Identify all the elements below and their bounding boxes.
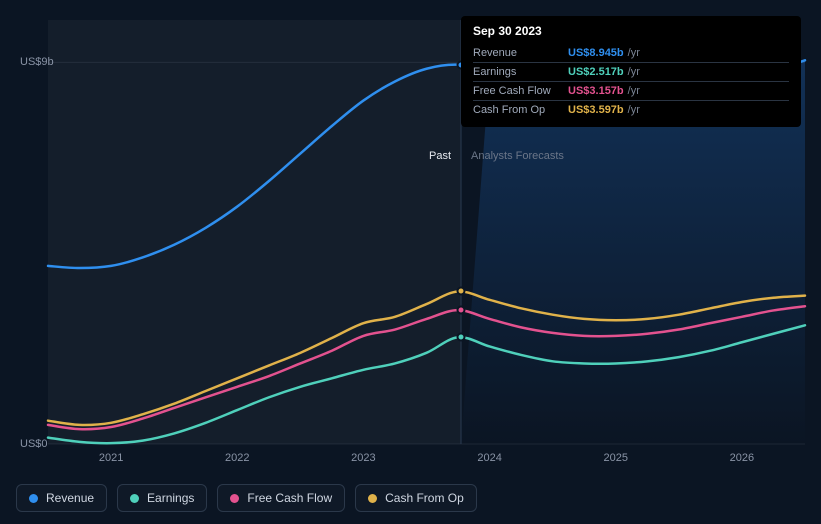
legend-dot-icon — [368, 494, 377, 503]
tooltip-row-value: US$8.945b — [568, 47, 624, 59]
x-axis-label: 2022 — [225, 452, 249, 464]
tooltip-row-value: US$3.597b — [568, 104, 624, 116]
past-label: Past — [429, 150, 451, 162]
x-axis-label: 2026 — [730, 452, 754, 464]
x-axis-label: 2021 — [99, 452, 123, 464]
tooltip-row-value: US$3.157b — [568, 85, 624, 97]
chart-marker — [457, 306, 466, 315]
financials-chart[interactable]: US$0US$9b 202120222023202420252026 Past … — [0, 0, 821, 524]
tooltip-row-label: Free Cash Flow — [473, 85, 568, 97]
tooltip-row-label: Cash From Op — [473, 104, 568, 116]
tooltip-date: Sep 30 2023 — [473, 24, 789, 38]
tooltip-row: RevenueUS$8.945b/yr — [473, 44, 789, 62]
tooltip-row-label: Earnings — [473, 66, 568, 78]
legend-dot-icon — [130, 494, 139, 503]
x-axis-label: 2025 — [604, 452, 628, 464]
legend-label: Earnings — [147, 491, 194, 505]
tooltip-row-unit: /yr — [628, 47, 640, 59]
legend-label: Cash From Op — [385, 491, 464, 505]
tooltip-row-unit: /yr — [628, 66, 640, 78]
legend-item[interactable]: Earnings — [117, 484, 207, 512]
chart-tooltip: Sep 30 2023 RevenueUS$8.945b/yrEarningsU… — [461, 16, 801, 127]
x-axis-label: 2024 — [477, 452, 501, 464]
forecast-label: Analysts Forecasts — [471, 150, 564, 162]
x-axis-label: 2023 — [351, 452, 375, 464]
legend-label: Revenue — [46, 491, 94, 505]
y-axis-label: US$9b — [20, 56, 54, 68]
tooltip-row: Free Cash FlowUS$3.157b/yr — [473, 81, 789, 100]
tooltip-row: EarningsUS$2.517b/yr — [473, 62, 789, 81]
legend-item[interactable]: Cash From Op — [355, 484, 477, 512]
tooltip-row-unit: /yr — [628, 104, 640, 116]
legend: Revenue Earnings Free Cash Flow Cash From O… — [16, 484, 477, 512]
chart-marker — [457, 287, 466, 296]
legend-dot-icon — [29, 494, 38, 503]
tooltip-row: Cash From OpUS$3.597b/yr — [473, 100, 789, 119]
legend-item[interactable]: Free Cash Flow — [217, 484, 345, 512]
legend-item[interactable]: Revenue — [16, 484, 107, 512]
legend-label: Free Cash Flow — [247, 491, 332, 505]
legend-dot-icon — [230, 494, 239, 503]
tooltip-row-value: US$2.517b — [568, 66, 624, 78]
tooltip-row-label: Revenue — [473, 47, 568, 59]
chart-marker — [457, 333, 466, 342]
y-axis-label: US$0 — [20, 438, 48, 450]
tooltip-row-unit: /yr — [628, 85, 640, 97]
